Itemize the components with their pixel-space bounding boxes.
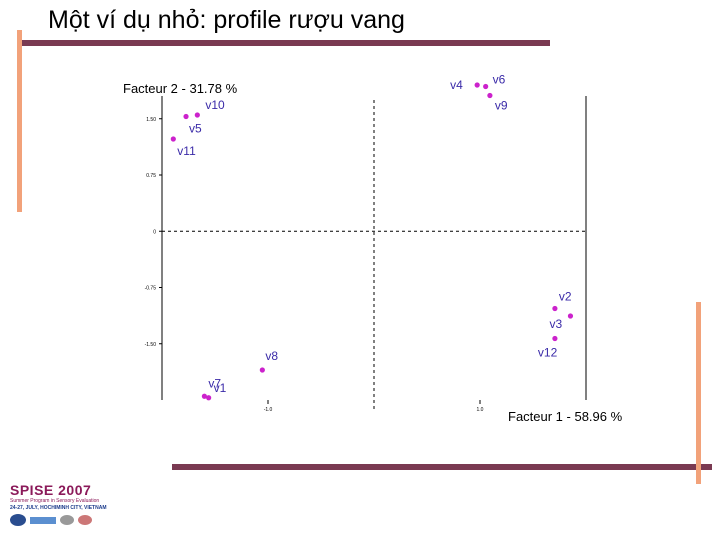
point-v7 <box>201 393 207 399</box>
point-label-v11: v11 <box>177 144 196 158</box>
x-tick-label: -1.0 <box>264 407 273 413</box>
x-axis-label: Facteur 1 - 58.96 % <box>508 409 623 424</box>
point-label-v1: v1 <box>214 381 227 395</box>
plot-frame <box>161 96 587 410</box>
point-v8 <box>259 367 265 373</box>
point-v1 <box>206 395 212 401</box>
point-label-v12: v12 <box>538 346 558 360</box>
point-v11 <box>170 136 176 142</box>
axis-ticks: 1.50 0.75 0 -0.75 -1.50 -1.0 1.0 <box>145 117 484 413</box>
bottom-accent-bar <box>172 464 712 470</box>
left-accent-bar <box>17 30 22 212</box>
y-tick-label: 0.75 <box>146 173 156 179</box>
logo-date-place: 24-27, JULY, HOCHIMINH CITY, VIETNAM <box>10 505 107 511</box>
point-v4 <box>474 82 480 88</box>
sponsor-logo-icon <box>30 516 56 524</box>
point-label-v6: v6 <box>493 73 506 87</box>
point-label-v8: v8 <box>265 349 278 363</box>
y-tick-label: -1.50 <box>145 342 157 348</box>
top-accent-bar <box>20 40 550 46</box>
spise-logo: SPISE 2007 Summer Program in Sensory Eva… <box>10 482 142 526</box>
point-label-v3: v3 <box>549 317 562 331</box>
point-v2 <box>552 305 558 312</box>
point-v5 <box>183 113 189 120</box>
point-label-v9: v9 <box>495 99 508 113</box>
point-label-v2: v2 <box>559 290 572 304</box>
sponsor-logos <box>10 514 142 526</box>
point-label-v4: v4 <box>450 78 463 92</box>
x-tick-label: 1.0 <box>477 407 484 413</box>
point-label-v7: v7 <box>208 376 221 390</box>
y-tick-label: -0.75 <box>145 286 157 292</box>
sponsor-logo-icon <box>60 515 74 525</box>
point-v9 <box>487 92 493 99</box>
point-v12 <box>552 335 558 342</box>
point-v10 <box>194 112 200 118</box>
data-points: v1 v2 v3 v4 v5 v6 v7 v8 v9 v10 v11 v12 <box>170 73 574 401</box>
sponsor-logo-icon <box>78 515 92 525</box>
sponsor-logo-icon <box>10 514 26 526</box>
point-v3 <box>567 313 574 319</box>
logo-subtitle: Summer Program in Sensory Evaluation <box>10 498 100 504</box>
logo-title: SPISE 2007 <box>10 482 92 498</box>
y-tick-label: 1.50 <box>146 117 156 123</box>
y-axis-label: Facteur 2 - 31.78 % <box>123 81 238 96</box>
point-label-v10: v10 <box>205 98 225 112</box>
slide-title: Một ví dụ nhỏ: profile rượu vang <box>48 6 405 34</box>
right-accent-bar <box>696 302 701 484</box>
point-v6 <box>483 83 489 90</box>
y-tick-label: 0 <box>153 229 156 235</box>
point-label-v5: v5 <box>189 122 202 136</box>
